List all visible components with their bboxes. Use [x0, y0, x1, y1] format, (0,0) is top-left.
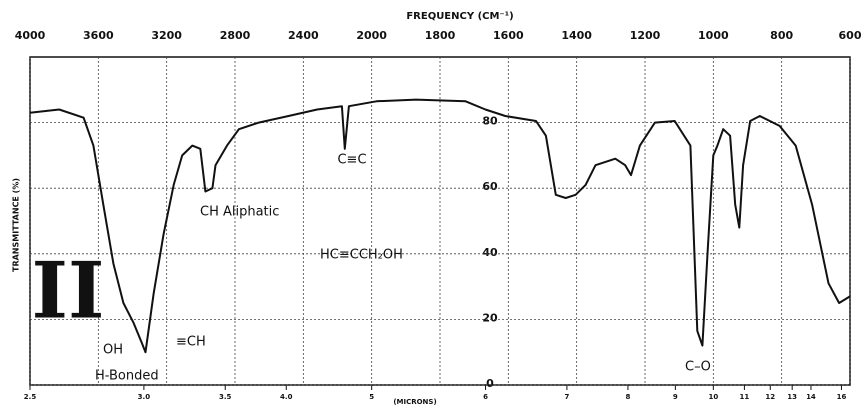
annotation: ≡CH — [176, 335, 206, 350]
y-tick-label: 80 — [482, 115, 498, 128]
x2-tick-label: 16 — [837, 393, 847, 401]
panel-label: II — [32, 246, 105, 337]
x2-tick-label: 14 — [806, 393, 816, 401]
chart-title: FREQUENCY (CM⁻¹) — [406, 11, 513, 22]
x-tick-label: 2400 — [288, 29, 319, 42]
x2-tick-label: 4.0 — [280, 393, 293, 401]
x-tick-label: 2800 — [220, 29, 251, 42]
x-tick-label: 3200 — [151, 29, 182, 42]
x2-tick-label: 11 — [740, 393, 750, 401]
x2-tick-label: 8 — [625, 393, 630, 401]
x2-tick-label: 6 — [483, 393, 488, 401]
x2-tick-label: 13 — [787, 393, 797, 401]
y-tick-label: 40 — [482, 246, 498, 259]
annotation: C–O — [685, 360, 711, 375]
annotation: HC≡CCH₂OH — [320, 248, 403, 263]
annotation: H-Bonded — [95, 369, 159, 384]
x-tick-label: 1400 — [561, 29, 592, 42]
x-tick-label: 1000 — [698, 29, 729, 42]
annotation: OH — [103, 343, 123, 358]
x-tick-label: 2000 — [356, 29, 387, 42]
annotation: C≡C — [337, 153, 366, 168]
x-tick-label: 4000 — [15, 29, 46, 42]
x-tick-label: 600 — [839, 29, 861, 42]
y-tick-label: 60 — [482, 180, 498, 193]
y-axis-label: TRANSMITTANCE (%) — [12, 178, 21, 272]
x2-tick-label: 2.5 — [24, 393, 37, 401]
x-tick-label: 3600 — [83, 29, 114, 42]
x2-tick-label: 12 — [765, 393, 775, 401]
x-tick-label: 1600 — [493, 29, 524, 42]
x2-tick-label: 5 — [369, 393, 374, 401]
y-tick-label: 0 — [486, 377, 494, 390]
y-tick-label: 20 — [482, 311, 498, 324]
x2-tick-label: 7 — [564, 393, 569, 401]
spectrum-line — [29, 98, 851, 354]
x-tick-label: 1800 — [425, 29, 456, 42]
x2-tick-label: 10 — [708, 393, 718, 401]
x2-tick-label: 3.0 — [138, 393, 151, 401]
annotation: CH Aliphatic — [200, 205, 279, 220]
x2-tick-label: 9 — [673, 393, 678, 401]
x-tick-label: 1200 — [630, 29, 661, 42]
x-tick-label: 800 — [770, 29, 793, 42]
x2-axis-label: (MICRONS) — [393, 398, 436, 406]
x2-tick-label: 3.5 — [219, 393, 232, 401]
